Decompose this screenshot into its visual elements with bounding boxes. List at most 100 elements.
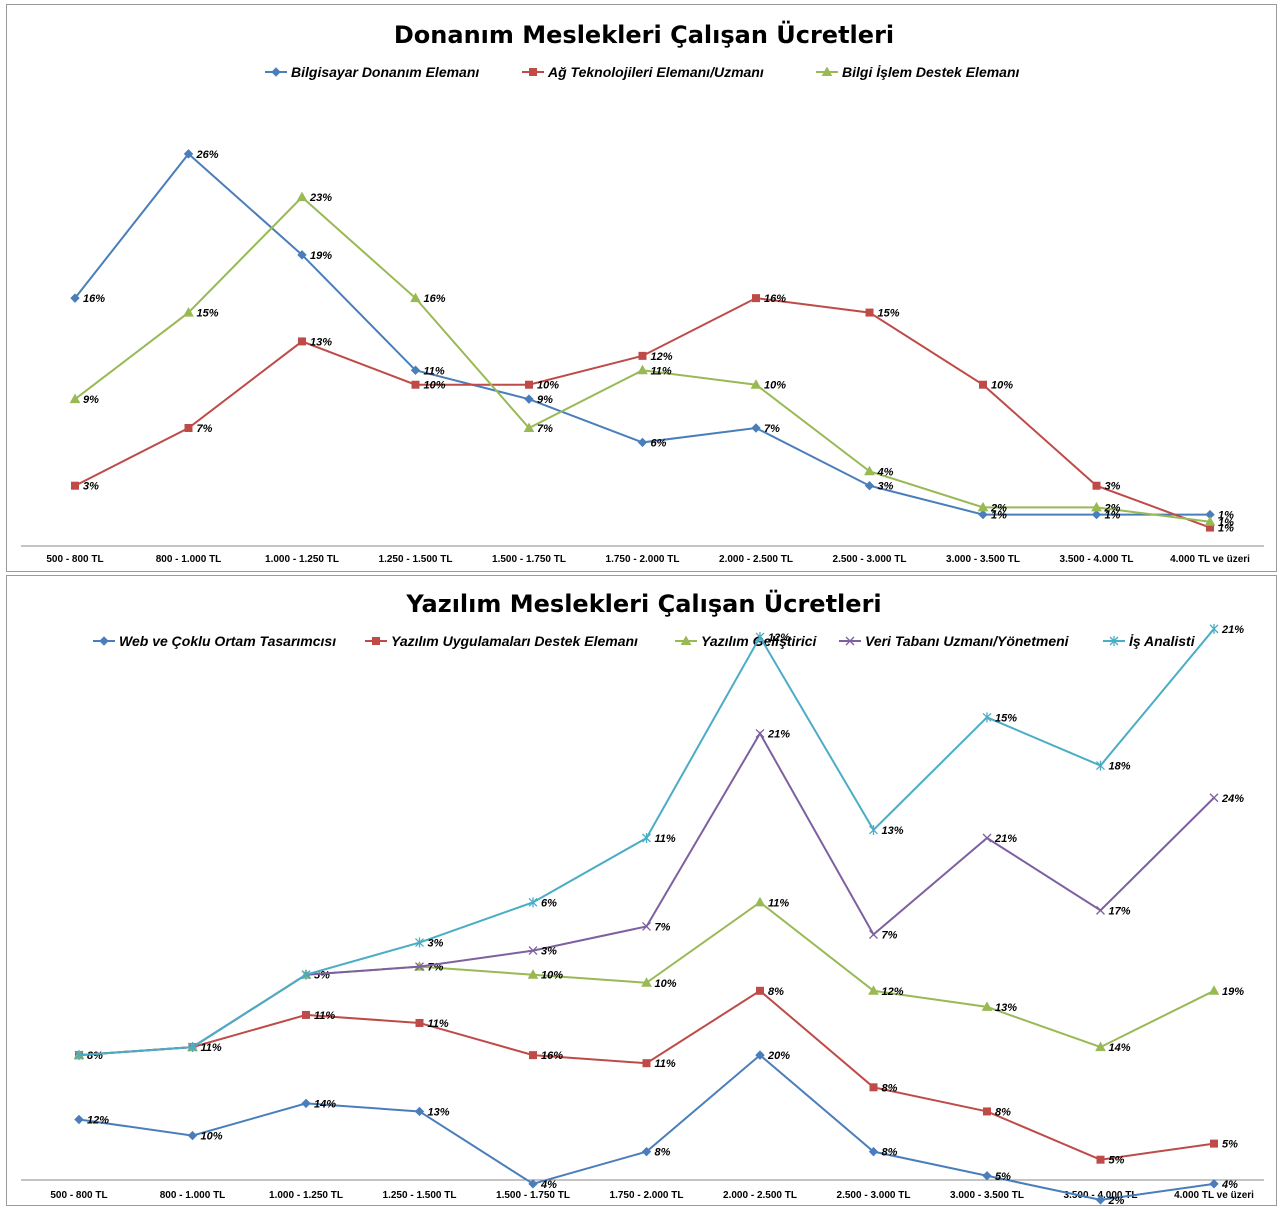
x-tick-label: 1.750 - 2.000 TL [606,554,680,565]
legend-item-i-s-analisti: İş Analisti [1103,633,1196,649]
x-tick-label: 2.000 - 2.500 TL [719,554,793,565]
data-point [525,380,533,389]
legend-marker [680,635,692,645]
data-point [69,393,81,404]
data-point [982,1171,992,1181]
hardware-chart-svg: Donanım Meslekleri Çalışan Ücretleri Bilg… [21,19,1264,565]
data-label: 7% [537,423,553,435]
legend-item-web-ve-coklu-ortam-tasarimcisi: Web ve Çoklu Ortam Tasarımcısı [93,633,336,649]
data-point [70,293,80,303]
data-point [1209,623,1219,634]
data-point [74,1050,84,1061]
data-label: 3% [428,938,444,950]
x-tick-label: 3.000 - 3.500 TL [946,554,1020,565]
data-point [296,191,308,202]
data-point [411,380,420,389]
data-point [187,1130,198,1141]
data-label: 16% [424,293,446,305]
x-tick-label: 3.000 - 3.500 TL [950,1190,1024,1201]
data-point [298,337,306,346]
data-label: 10% [541,970,563,982]
legend-item-bilgisayar-donanim-elemani: Bilgisayar Donanım Elemanı [265,64,479,80]
data-label: 12% [768,632,790,644]
data-label: 15% [878,308,900,320]
x-axis-ticks: 500 - 800 TL 800 - 1.000 TL 1.000 - 1.250 … [46,554,1250,565]
data-point [755,1050,765,1060]
x-tick-label: 1.250 - 1.500 TL [383,1190,457,1201]
data-label: 11% [314,1010,335,1022]
data-point [1209,793,1219,803]
series-yazilim-uygulamalari-destek-elemani: 8% 11% 11% 11% 16% 11% 8% 8% 8% 5% 5% [75,986,1238,1167]
data-point [523,422,535,432]
data-label: 11% [768,897,789,909]
data-label: 8% [655,1147,671,1159]
data-point [750,379,762,389]
data-label: 26% [196,149,219,161]
data-label: 3% [1105,481,1121,493]
legend-item-bilgi-i-slem-destek-elemani: Bilgi İşlem Destek Elemanı [816,64,1020,80]
data-label: 10% [201,1131,223,1143]
data-point [415,962,424,972]
data-label: 8% [995,1106,1011,1118]
data-point [527,969,539,979]
data-label: 10% [655,978,677,990]
data-label: 13% [428,1106,450,1118]
legend-item-ag-teknolojileri-elemani-uzmani: Ağ Teknolojileri Elemanı/Uzmanı [522,64,764,80]
data-label: 1% [1105,510,1121,522]
x-tick-label: 4.000 TL ve üzeri [1174,1190,1254,1201]
data-point [981,1001,993,1011]
data-point [188,1042,197,1053]
data-point [641,1146,652,1157]
data-point [415,1018,424,1027]
x-tick-label: 500 - 800 TL [46,554,103,565]
series-line [78,989,1215,1161]
data-label: 16% [541,1050,563,1062]
x-tick-label: 1.000 - 1.250 TL [269,1190,343,1201]
data-label: 12% [882,986,904,998]
data-label: 8% [882,1082,898,1094]
data-point [864,465,875,476]
x-tick-label: 800 - 1.000 TL [156,554,222,565]
data-label: 4% [1221,1179,1238,1191]
x-tick-label: 2.000 - 2.500 TL [723,1190,797,1201]
data-label: 21% [1221,624,1244,636]
legend-label: Veri Tabanı Uzmanı/Yönetmeni [865,633,1070,649]
data-label: 11% [201,1042,222,1054]
data-point [528,1179,538,1189]
data-label: 13% [310,336,332,348]
data-label: 8% [87,1050,103,1062]
legend-marker [845,636,855,646]
data-label: 7% [764,423,780,435]
data-point [752,294,760,303]
data-point [982,833,992,843]
legend-label: Yazılım Geliştirici [701,633,818,649]
data-label: 9% [537,394,553,406]
data-label: 14% [314,1098,336,1110]
hardware-salary-chart: Donanım Meslekleri Çalışan Ücretleri Bilg… [6,4,1277,572]
data-label: 11% [651,365,672,377]
series-line [78,1053,1215,1201]
data-label: 19% [310,250,332,262]
data-point [1096,905,1105,915]
data-label: 4% [540,1179,557,1191]
data-label: 11% [655,833,676,845]
data-label: 15% [995,712,1017,724]
data-label: 3% [83,481,99,493]
data-point [754,896,766,907]
data-point [414,1106,425,1117]
data-point [297,250,307,260]
data-point [1091,509,1102,520]
data-label: 13% [995,1002,1017,1014]
legend: Bilgisayar Donanım Elemanı Ağ Teknolojile… [265,64,1020,80]
x-tick-label: 1.500 - 1.750 TL [496,1190,570,1201]
x-tick-label: 2.500 - 3.000 TL [837,1190,911,1201]
data-point [641,977,652,987]
data-point [183,307,194,317]
legend-marker [99,636,109,646]
data-label: 12% [87,1114,109,1126]
legend-label: Bilgi İşlem Destek Elemanı [842,64,1020,80]
data-label: 9% [83,394,99,406]
x-tick-label: 1.000 - 1.250 TL [265,554,339,565]
data-label: 7% [197,423,213,435]
data-label: 23% [309,192,332,204]
